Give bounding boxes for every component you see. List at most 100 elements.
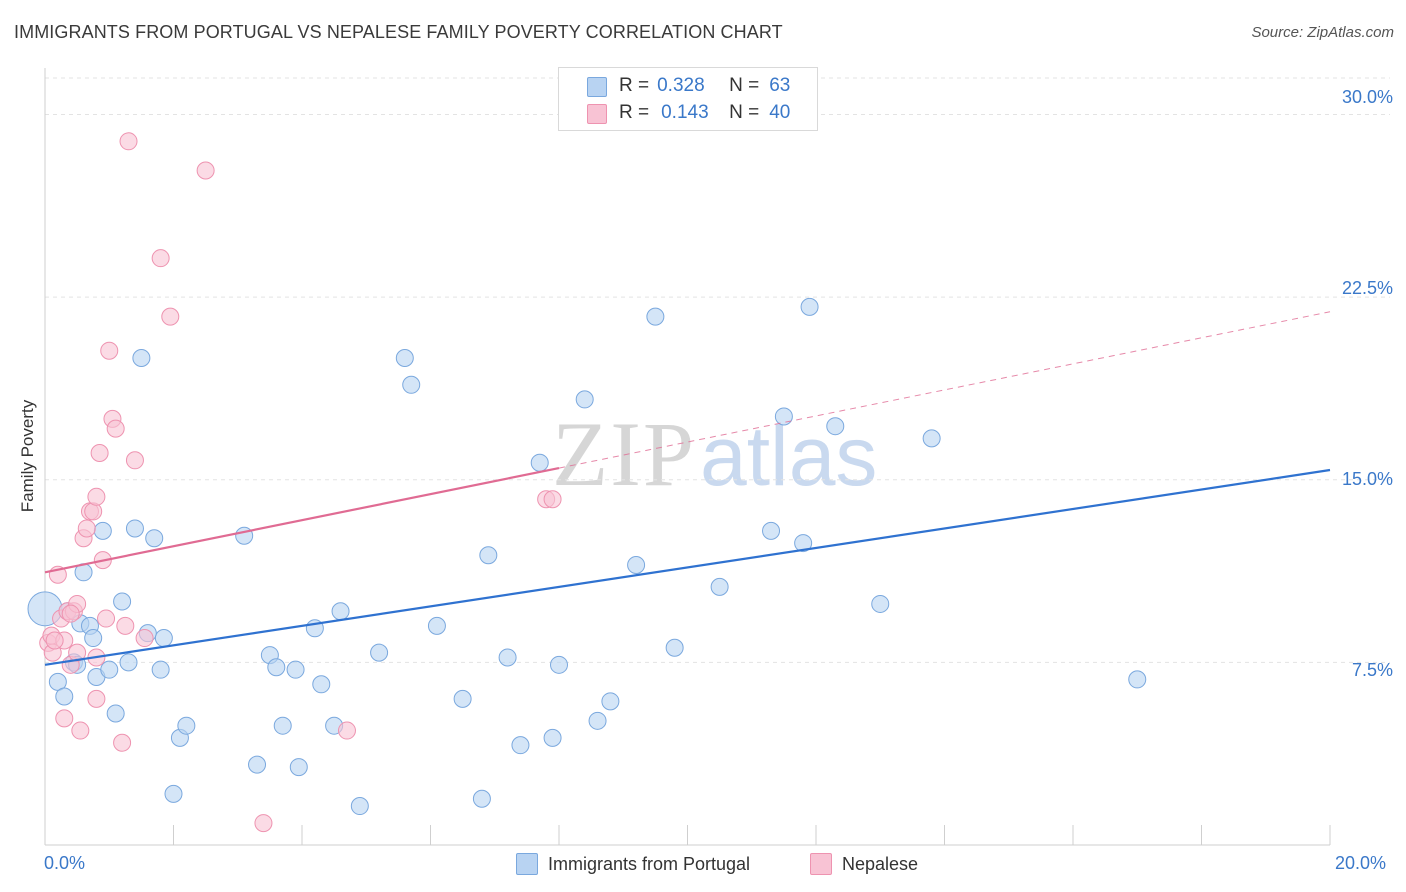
x-tick-label-max: 20.0% (1335, 853, 1387, 873)
watermark: ZIPatlas (552, 408, 877, 500)
portugal-point-15 (119, 653, 138, 672)
n-label: N = (729, 102, 760, 123)
nepalese-point-29 (125, 451, 144, 470)
portugal-point-56 (762, 521, 781, 540)
x-tick-label-min: 0.0% (44, 853, 86, 873)
legend-row-nepalese: R = 0.143 N = 40 (619, 101, 790, 125)
portugal-point-50 (588, 711, 607, 730)
nepalese-point-25 (106, 419, 125, 438)
portugal-trend-line (44, 468, 1331, 666)
nepalese-point-39 (61, 604, 80, 623)
bottom-legend-swatch-blue (516, 853, 538, 875)
nepalese-point-31 (151, 249, 170, 268)
portugal-point-58 (794, 534, 813, 553)
nepalese-point-14 (77, 519, 96, 538)
portugal-point-35 (331, 602, 350, 621)
y-tick-label-30: 30.0% (1341, 87, 1393, 107)
bottom-legend-swatch-pink (810, 853, 832, 875)
nepalese-point-34 (254, 814, 273, 833)
nepalese-point-33 (196, 161, 215, 180)
portugal-point-47 (543, 728, 562, 747)
nepalese-point-37 (543, 490, 562, 509)
n-label: N = (729, 75, 760, 96)
source-label: Source: ZipAtlas.com (1251, 24, 1394, 41)
legend-row-portugal: R = 0.328 N = 63 (619, 74, 790, 98)
portugal-point-20 (151, 660, 170, 679)
portugal-point-53 (646, 307, 665, 326)
portugal-point-41 (453, 689, 472, 708)
nepalese-point-27 (116, 616, 135, 635)
portugal-point-57 (774, 407, 793, 426)
stats-legend: R = 0.328 N = 63 R = 0.143 N = 40 (558, 67, 818, 131)
r-value: 0.328 (657, 75, 705, 96)
n-value: 40 (769, 102, 791, 123)
portugal-point-52 (627, 555, 646, 574)
portugal-point-51 (601, 692, 620, 711)
bottom-legend-label-portugal: Immigrants from Portugal (548, 853, 751, 874)
portugal-point-46 (530, 453, 549, 472)
nepalese-point-26 (113, 733, 132, 752)
portugal-point-63 (1128, 670, 1147, 689)
nepalese-point-12 (71, 721, 90, 740)
portugal-point-54 (665, 638, 684, 657)
nepalese-point-11 (68, 643, 87, 662)
portugal-point-21 (154, 629, 173, 648)
portugal-point-60 (826, 417, 845, 436)
chart-title: IMMIGRANTS FROM PORTUGAL VS NEPALESE FAM… (14, 22, 783, 42)
watermark-atlas: atlas (700, 409, 878, 503)
portugal-point-29 (273, 716, 292, 735)
bottom-legend-label-nepalese: Nepalese (842, 853, 919, 874)
portugal-point-33 (312, 675, 331, 694)
portugal-point-59 (800, 297, 819, 316)
bottom-legend-portugal: Immigrants from Portugal (516, 851, 750, 877)
r-value: 0.143 (661, 102, 709, 123)
portugal-point-24 (177, 716, 196, 735)
r-label: R = (619, 75, 650, 96)
portugal-point-38 (395, 349, 414, 368)
nepalese-point-28 (119, 132, 138, 151)
y-tick-label-22-5: 22.5% (1341, 278, 1393, 298)
r-label: R = (619, 102, 650, 123)
portugal-point-22 (164, 784, 183, 803)
portugal-point-49 (575, 390, 594, 409)
portugal-point-62 (922, 429, 941, 448)
nepalese-point-22 (97, 609, 116, 628)
portugal-point-30 (286, 660, 305, 679)
portugal-point-16 (125, 519, 144, 538)
portugal-point-28 (267, 658, 286, 677)
portugal-point-14 (113, 592, 132, 611)
nepalese-point-17 (87, 487, 106, 506)
legend-swatch-pink (587, 104, 607, 124)
portugal-point-39 (402, 375, 421, 394)
portugal-point-2 (55, 687, 74, 706)
nepalese-point-16 (84, 502, 103, 521)
nepalese-point-19 (87, 689, 106, 708)
portugal-point-43 (479, 546, 498, 565)
portugal-point-19 (145, 529, 164, 548)
nepalese-point-6 (55, 709, 74, 728)
watermark-zip: ZIP (552, 403, 696, 505)
n-value: 63 (769, 75, 791, 96)
portugal-point-61 (871, 594, 890, 613)
portugal-point-36 (350, 797, 369, 816)
nepalese-point-38 (45, 631, 64, 650)
nepalese-point-20 (90, 443, 109, 462)
portugal-point-55 (710, 577, 729, 596)
portugal-point-37 (370, 643, 389, 662)
nepalese-point-30 (135, 629, 154, 648)
nepalese-trend-extension (558, 311, 1331, 469)
legend-swatch-blue (587, 77, 607, 97)
portugal-point-12 (100, 660, 119, 679)
nepalese-point-35 (337, 721, 356, 740)
portugal-point-17 (132, 349, 151, 368)
nepalese-point-23 (100, 341, 119, 360)
portugal-point-11 (93, 521, 112, 540)
portugal-point-40 (427, 616, 446, 635)
portugal-point-44 (498, 648, 517, 667)
portugal-point-45 (511, 736, 530, 755)
y-tick-label-15: 15.0% (1341, 469, 1393, 489)
y-tick-label-7-5: 7.5% (1351, 660, 1393, 680)
bottom-legend-nepalese: Nepalese (810, 851, 918, 877)
portugal-point-48 (550, 655, 568, 674)
